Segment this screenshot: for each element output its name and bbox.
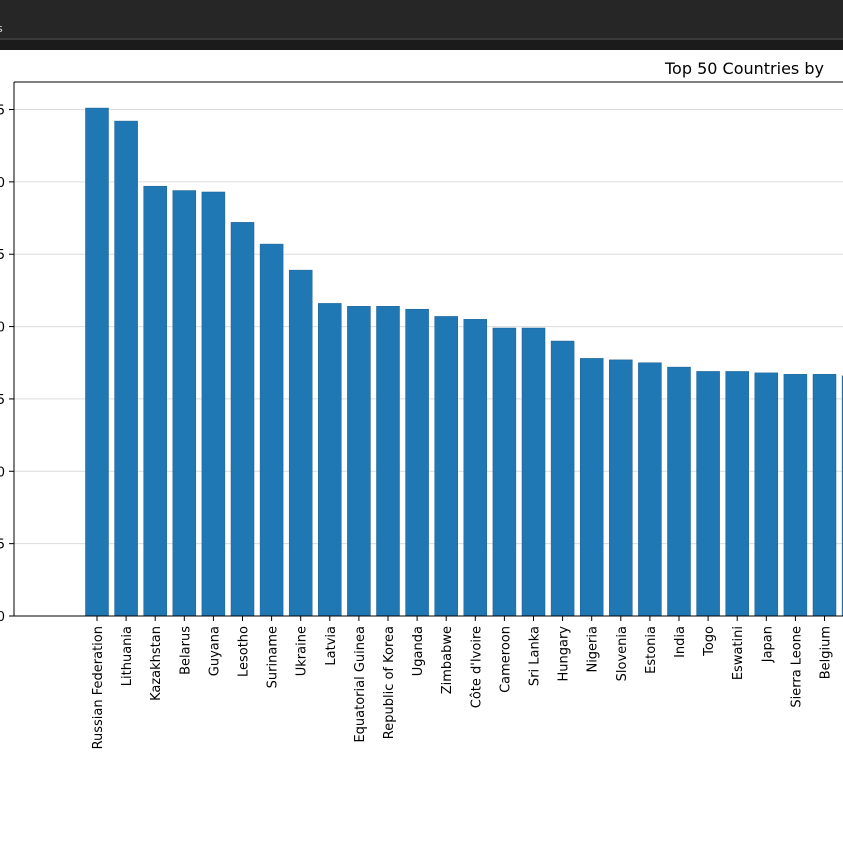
x-tick-label: Russian Federation <box>91 626 106 749</box>
bar <box>288 269 313 617</box>
bar <box>609 359 633 617</box>
x-tick-label: Slovenia <box>615 626 630 681</box>
bar <box>725 371 749 617</box>
x-tick-label: Cameroon <box>498 626 513 693</box>
bar <box>172 190 197 617</box>
y-tick-label: 0 <box>0 610 5 625</box>
x-tick-label: Estonia <box>644 626 659 674</box>
x-tick-label: Republic of Korea <box>382 626 397 739</box>
x-tick-label: Eswatini <box>731 626 746 680</box>
toolbar-strip <box>0 40 843 50</box>
bar <box>434 316 458 617</box>
x-tick-label: Equatorial Guinea <box>353 626 368 743</box>
x-tick-label: Sri Lanka <box>528 626 543 686</box>
bar <box>376 306 400 617</box>
toolbar-divider <box>0 38 843 40</box>
bar <box>550 340 575 617</box>
y-tick-label: 20 <box>0 321 5 336</box>
toolbar-label[interactable]: s <box>0 22 3 35</box>
x-tick-label: Japan <box>760 626 775 663</box>
x-tick-label: Hungary <box>557 626 572 682</box>
bar <box>783 374 808 617</box>
y-tick-label: 35 <box>0 103 5 118</box>
x-tick-label: Zimbabwe <box>440 626 455 694</box>
bar <box>201 191 226 617</box>
x-tick-label: Suriname <box>266 626 281 688</box>
y-tick-label: 5 <box>0 538 5 553</box>
bar <box>638 362 662 617</box>
x-tick-label: Guyana <box>207 626 222 676</box>
bar <box>405 308 429 617</box>
toolbar <box>0 0 843 38</box>
bar <box>114 120 138 617</box>
bar <box>492 327 517 617</box>
bar <box>667 366 691 617</box>
x-tick-label: Lithuania <box>120 626 135 686</box>
bar <box>579 358 604 617</box>
bar <box>521 327 546 617</box>
y-tick-label: 30 <box>0 176 5 191</box>
bar <box>696 371 720 617</box>
x-tick-label: Sierra Leone <box>789 626 804 708</box>
bar <box>812 374 837 617</box>
x-tick-label: Nigeria <box>586 626 601 673</box>
bar <box>754 372 779 617</box>
y-tick-label: 25 <box>0 248 5 263</box>
x-tick-label: Belgium <box>819 626 834 679</box>
chart-title: Top 50 Countries by <box>664 59 824 78</box>
x-tick-label: Togo <box>702 626 717 657</box>
x-tick-label: India <box>673 626 688 658</box>
y-tick-label: 15 <box>0 393 5 408</box>
bar <box>143 185 167 617</box>
x-tick-label: Lesotho <box>237 626 252 677</box>
x-tick-label: Belarus <box>178 626 193 675</box>
x-tick-label: Côte d'Ivoire <box>469 626 484 708</box>
bar <box>230 222 255 617</box>
x-tick-label: Latvia <box>324 626 339 666</box>
y-tick-label: 10 <box>0 465 5 480</box>
x-tick-label: Ukraine <box>295 626 310 676</box>
x-tick-label: Uganda <box>411 626 426 676</box>
bar <box>85 107 109 617</box>
bar <box>259 243 284 617</box>
bar <box>318 303 342 617</box>
bar <box>347 306 371 617</box>
bar <box>463 319 488 617</box>
x-tick-label: Kazakhstan <box>149 626 164 701</box>
